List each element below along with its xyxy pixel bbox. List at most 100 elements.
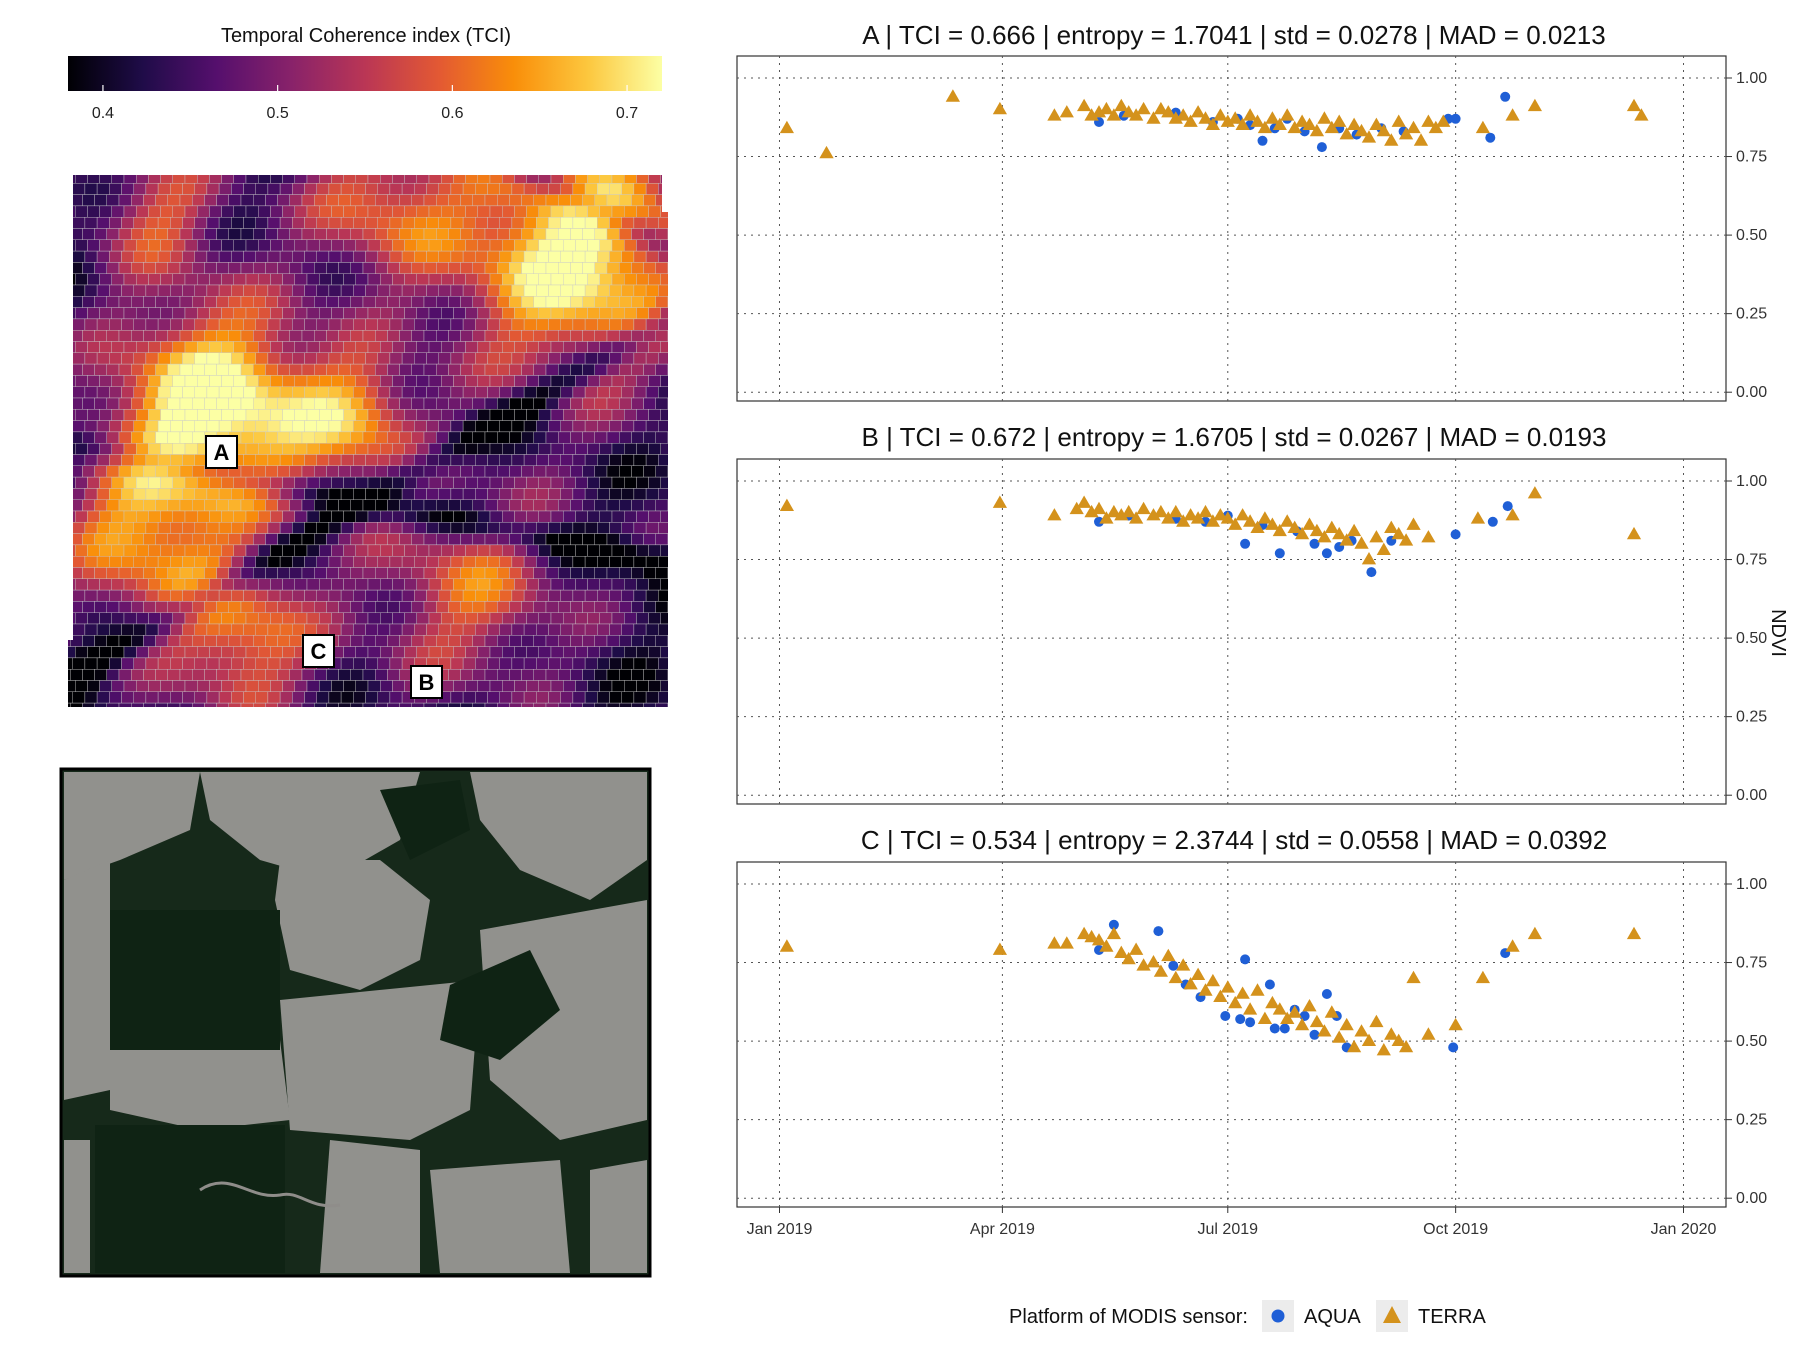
tci-grid-cell <box>191 635 205 647</box>
tci-grid-cell <box>624 646 637 659</box>
tci-grid-cell <box>667 465 668 478</box>
tci-grid-cell <box>82 635 95 647</box>
tci-grid-cell <box>328 183 342 195</box>
tci-grid-cell <box>655 499 668 512</box>
tci-grid-cell <box>94 499 107 512</box>
tci-grid-cell <box>133 657 147 670</box>
tci-grid-cell <box>94 635 107 647</box>
tci-grid-cell <box>184 341 198 354</box>
tci-grid-cell <box>499 522 513 534</box>
tci-grid-cell <box>667 431 668 444</box>
tci-grid-cell <box>460 601 474 613</box>
tci-grid-cell <box>143 431 156 444</box>
tci-grid-cell <box>423 397 437 410</box>
tci-grid-cell <box>648 273 661 286</box>
tci-grid-cell <box>683 251 695 262</box>
tci-grid-cell <box>392 646 405 659</box>
tci-grid-cell <box>301 397 315 410</box>
tci-grid-cell <box>231 691 244 704</box>
tci-grid-cell <box>636 544 649 557</box>
tci-grid-cell <box>631 635 644 647</box>
tci-grid-cell <box>355 680 369 693</box>
tci-grid-cell <box>375 397 388 410</box>
tci-grid-cell <box>428 544 442 557</box>
tci-grid-cell <box>279 420 293 433</box>
tci-grid-cell <box>636 307 649 320</box>
tci-grid-cell <box>380 680 393 693</box>
data-point-terra <box>1324 520 1339 533</box>
tci-grid-cell <box>292 284 305 297</box>
tci-grid-cell <box>499 318 513 331</box>
tci-grid-cell <box>218 522 232 534</box>
tci-grid-cell <box>170 623 183 636</box>
tci-grid-cell <box>633 250 647 263</box>
tci-grid-cell <box>526 646 539 659</box>
tci-grid-cell <box>355 341 369 354</box>
tci-grid-cell <box>487 556 500 568</box>
tci-grid-cell <box>135 578 149 591</box>
tci-grid-cell <box>414 352 427 365</box>
tci-grid-cell <box>441 476 454 489</box>
tci-grid-cell <box>416 476 430 489</box>
tci-grid-cell <box>436 330 449 342</box>
tci-grid-cell <box>319 239 332 252</box>
tci-grid-cell <box>277 533 291 546</box>
tci-grid-cell <box>206 420 220 433</box>
tci-grid-cell <box>233 239 247 252</box>
tci-grid-cell <box>157 454 171 467</box>
tci-grid-cell <box>619 601 632 613</box>
tci-grid-cell <box>362 228 376 241</box>
tci-grid-cell <box>472 533 486 546</box>
tci-grid-cell <box>416 239 430 252</box>
tci-grid-cell <box>489 476 503 489</box>
tci-grid-cell <box>502 273 515 286</box>
tci-grid-cell <box>282 476 296 489</box>
tci-grid-cell <box>221 205 235 218</box>
tci-grid-cell <box>575 510 588 523</box>
tci-grid-cell <box>279 352 293 365</box>
tci-grid-cell <box>538 239 552 252</box>
tci-grid-cell <box>658 657 668 670</box>
tci-grid-cell <box>499 657 513 670</box>
tci-grid-cell <box>319 175 332 184</box>
data-point-terra <box>1421 1027 1436 1040</box>
tci-grid-cell <box>314 363 327 376</box>
tci-grid-cell <box>489 239 503 252</box>
tci-grid-cell <box>683 455 695 466</box>
tci-grid-cell <box>340 522 354 534</box>
tci-grid-cell <box>367 578 381 591</box>
tci-grid-cell <box>233 680 247 693</box>
tci-grid-cell <box>636 239 649 252</box>
tci-grid-cell <box>172 646 186 659</box>
tci-grid-cell <box>255 216 269 229</box>
tci-grid-cell <box>265 431 278 444</box>
tci-grid-cell <box>365 352 378 365</box>
tci-grid-cell <box>74 612 88 625</box>
tci-grid-cell <box>118 228 132 241</box>
tci-grid-cell <box>538 205 552 218</box>
tci-grid-cell <box>538 612 552 625</box>
tci-grid-cell <box>233 646 247 659</box>
tci-grid-cell <box>514 646 527 659</box>
tci-grid-cell <box>465 510 479 523</box>
tci-grid-cell <box>252 499 266 512</box>
tci-grid-cell <box>462 556 476 568</box>
tci-grid-cell <box>575 375 588 387</box>
tci-grid-cell <box>619 363 632 376</box>
tci-grid-cell <box>340 318 354 331</box>
tci-grid-cell <box>72 216 86 229</box>
tci-grid-cell <box>538 476 552 489</box>
data-point-terra <box>1428 120 1443 134</box>
tci-grid-cell <box>375 431 388 444</box>
tci-grid-cell <box>441 341 454 354</box>
tci-grid-cell <box>380 205 393 218</box>
tci-grid-cell <box>487 386 500 399</box>
data-point-terra <box>1250 520 1265 533</box>
tci-grid-cell <box>448 601 461 613</box>
tci-grid-cell <box>87 341 100 354</box>
tci-grid-cell <box>426 556 439 568</box>
tci-grid-cell <box>343 273 357 286</box>
tci-grid-cell <box>499 556 513 568</box>
tci-grid-cell <box>326 296 339 308</box>
tci-grid-cell <box>414 623 427 636</box>
